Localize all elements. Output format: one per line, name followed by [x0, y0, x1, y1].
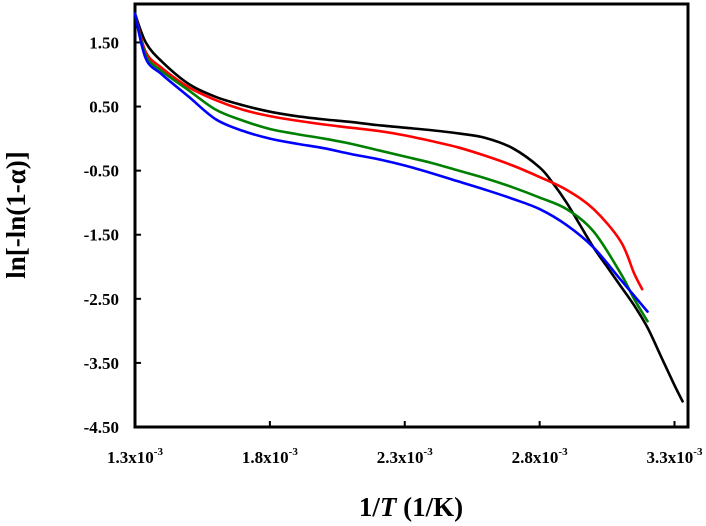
- x-tick-label: 2.8x10-3: [512, 446, 568, 467]
- x-tick-exponent: -3: [154, 446, 164, 458]
- series-line-4: [133, 12, 649, 313]
- y-tick-label: -0.50: [84, 162, 119, 181]
- x-axis-title-suffix: (1/K): [396, 492, 463, 522]
- x-tick-label: 2.3x10-3: [377, 446, 433, 467]
- y-tick-label: -1.50: [84, 226, 119, 245]
- x-tick-label: 1.8x10-3: [242, 446, 298, 467]
- y-tick-label: 1.50: [89, 33, 119, 52]
- x-tick-exponent: -3: [693, 446, 703, 458]
- x-tick-mantissa: 2.8x10: [512, 448, 559, 467]
- x-axis-title: 1/T (1/K): [359, 492, 463, 522]
- y-tick-label: -2.50: [84, 290, 119, 309]
- series-line-1: [133, 12, 684, 403]
- x-tick-exponent: -3: [558, 446, 568, 458]
- y-tick-label: 0.50: [89, 98, 119, 117]
- y-axis-title: ln[-ln(1-α)]: [1, 151, 31, 279]
- series-line-3: [133, 12, 649, 323]
- series-layer: [133, 12, 684, 403]
- x-axis-title-italic: T: [380, 492, 398, 522]
- x-tick-mantissa: 3.3x10: [647, 448, 694, 467]
- x-axis-ticks: 1.3x10-3 1.8x10-3 2.3x10-3 2.8x10-3 3.3x10-3: [107, 421, 703, 467]
- x-tick-label: 3.3x10-3: [647, 446, 703, 467]
- plot-frame: [133, 2, 690, 429]
- x-tick-exponent: -3: [289, 446, 299, 458]
- y-axis-ticks: 1.50 0.50 -0.50 -1.50 -2.50 -3.50 -4.50: [84, 33, 141, 437]
- series-line-2: [133, 12, 644, 291]
- x-tick-exponent: -3: [424, 446, 434, 458]
- y-tick-label: -4.50: [84, 418, 119, 437]
- x-tick-mantissa: 1.8x10: [242, 448, 289, 467]
- x-tick-mantissa: 2.3x10: [377, 448, 424, 467]
- x-tick-mantissa: 1.3x10: [107, 448, 154, 467]
- x-tick-label: 1.3x10-3: [107, 446, 163, 467]
- x-axis-title-prefix: 1/: [359, 492, 381, 522]
- y-tick-label: -3.50: [84, 354, 119, 373]
